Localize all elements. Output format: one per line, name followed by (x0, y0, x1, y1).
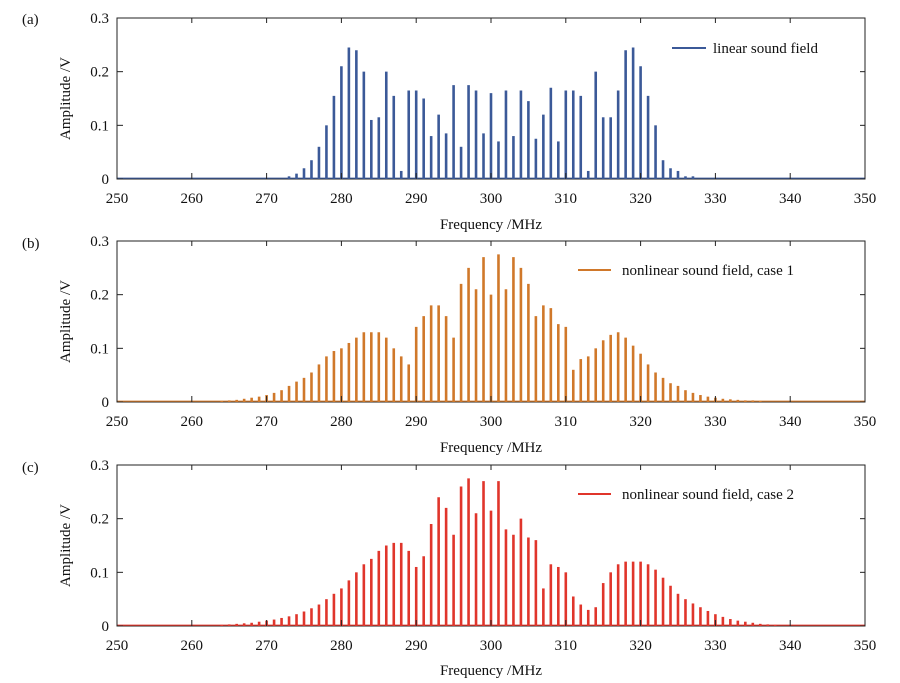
y-tick-label: 0.1 (90, 565, 109, 581)
x-tick-label: 290 (405, 191, 428, 207)
x-tick-label: 300 (480, 414, 503, 430)
x-tick-label: 280 (330, 638, 353, 654)
y-tick-label: 0 (102, 619, 110, 635)
x-tick-label: 330 (704, 414, 727, 430)
x-tick-label: 290 (405, 414, 428, 430)
legend: linear sound field (672, 41, 818, 57)
x-axis-label: Frequency /MHz (440, 217, 542, 233)
x-tick-label: 350 (854, 638, 877, 654)
x-tick-label: 320 (629, 638, 652, 654)
x-tick-label: 300 (480, 638, 503, 654)
x-tick-label: 260 (181, 414, 204, 430)
legend-label: linear sound field (713, 41, 818, 57)
x-tick-label: 280 (330, 414, 353, 430)
y-axis-label: Amplitude /V (58, 504, 74, 587)
y-tick-label: 0.1 (90, 118, 109, 134)
x-tick-label: 320 (629, 414, 652, 430)
x-tick-label: 310 (555, 638, 578, 654)
legend: nonlinear sound field, case 2 (578, 487, 794, 503)
y-tick-label: 0.2 (90, 65, 109, 81)
x-tick-label: 340 (779, 414, 802, 430)
chart-panel-1: (a) 250 260 270 280 290 300 310 320 330 340 350 0 0.1… (22, 11, 876, 233)
x-tick-label: 270 (255, 414, 278, 430)
x-tick-label: 260 (181, 638, 204, 654)
x-tick-label: 270 (255, 191, 278, 207)
y-tick-label: 0 (102, 395, 110, 411)
x-tick-label: 250 (106, 191, 129, 207)
x-tick-label: 260 (181, 191, 204, 207)
y-tick-label: 0.3 (90, 234, 109, 250)
y-tick-label: 0.3 (90, 458, 109, 474)
x-tick-label: 330 (704, 191, 727, 207)
legend: nonlinear sound field, case 1 (578, 263, 794, 279)
x-tick-label: 350 (854, 191, 877, 207)
y-tick-label: 0.2 (90, 288, 109, 304)
x-tick-label: 310 (555, 414, 578, 430)
x-tick-label: 340 (779, 191, 802, 207)
chart-panel-3: (c) 250 260 270 280 290 300 310 320 330 340 350 0 0.1… (22, 458, 876, 679)
x-tick-label: 280 (330, 191, 353, 207)
x-tick-label: 290 (405, 638, 428, 654)
x-tick-label: 250 (106, 638, 129, 654)
legend-label: nonlinear sound field, case 2 (622, 487, 794, 503)
x-axis-label: Frequency /MHz (440, 440, 542, 456)
x-tick-label: 310 (555, 191, 578, 207)
chart-panel-2: (b) 250 260 270 280 290 300 310 320 330 340 350 0 0.1… (22, 234, 876, 456)
x-axis-label: Frequency /MHz (440, 663, 542, 679)
y-tick-label: 0 (102, 172, 110, 188)
x-tick-label: 340 (779, 638, 802, 654)
x-tick-label: 250 (106, 414, 129, 430)
x-tick-label: 330 (704, 638, 727, 654)
legend-label: nonlinear sound field, case 1 (622, 263, 794, 279)
x-tick-label: 300 (480, 191, 503, 207)
x-tick-label: 270 (255, 638, 278, 654)
x-tick-label: 350 (854, 414, 877, 430)
panel-label: (a) (22, 12, 39, 28)
x-tick-label: 320 (629, 191, 652, 207)
y-axis-label: Amplitude /V (58, 280, 74, 363)
y-axis-label: Amplitude /V (58, 57, 74, 140)
panel-label: (b) (22, 236, 40, 252)
y-tick-label: 0.3 (90, 11, 109, 27)
panel-label: (c) (22, 460, 39, 476)
y-tick-label: 0.1 (90, 341, 109, 357)
y-tick-label: 0.2 (90, 512, 109, 528)
